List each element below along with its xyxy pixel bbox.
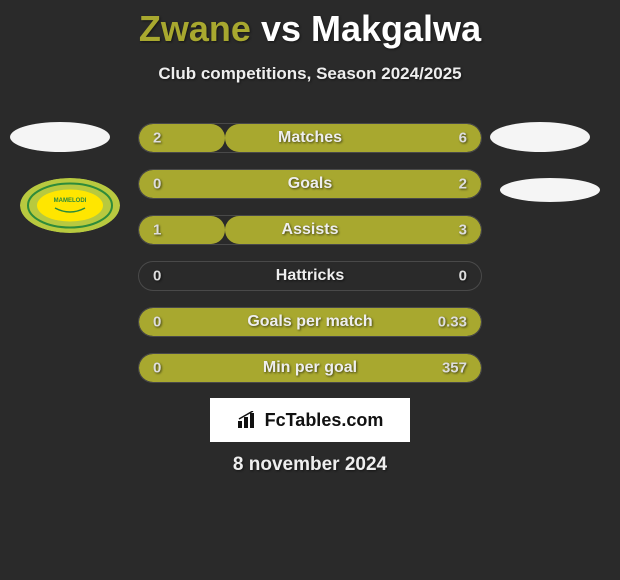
stat-row: 0 357 Min per goal xyxy=(138,353,482,383)
bar-value-left: 0 xyxy=(153,314,161,331)
chart-icon xyxy=(237,411,259,429)
fctables-label: FcTables.com xyxy=(265,410,384,431)
bar-value-left: 0 xyxy=(153,268,161,285)
stats-bars: 2 6 Matches 0 2 Goals 1 3 Assists 0 0 Hattricks 0 0.3… xyxy=(138,123,482,399)
date-label: 8 november 2024 xyxy=(233,454,387,476)
bar-fill-left xyxy=(139,124,225,152)
bar-value-left: 0 xyxy=(153,176,161,193)
bar-value-right: 3 xyxy=(459,222,467,239)
stat-row: 0 0 Hattricks xyxy=(138,261,482,291)
fctables-attribution[interactable]: FcTables.com xyxy=(210,398,410,442)
bar-label: Assists xyxy=(282,221,339,239)
bar-fill-right xyxy=(225,216,482,244)
bar-value-left: 0 xyxy=(153,360,161,377)
club-badge-svg: MAMELODI xyxy=(20,178,120,233)
bar-value-right: 0.33 xyxy=(438,314,467,331)
stat-row: 1 3 Assists xyxy=(138,215,482,245)
avatar-player2-club xyxy=(500,178,600,202)
avatar-player2 xyxy=(490,122,590,152)
title-player2: Makgalwa xyxy=(311,8,481,49)
bar-label: Goals xyxy=(288,175,332,193)
bar-value-right: 2 xyxy=(459,176,467,193)
bar-label: Matches xyxy=(278,129,342,147)
title-player1: Zwane xyxy=(139,8,251,49)
bar-label: Hattricks xyxy=(276,267,344,285)
club-badge-player1: MAMELODI xyxy=(20,178,120,233)
bar-value-right: 0 xyxy=(459,268,467,285)
stat-row: 2 6 Matches xyxy=(138,123,482,153)
title-vs: vs xyxy=(261,8,301,49)
bar-fill-right xyxy=(225,124,482,152)
bar-value-left: 1 xyxy=(153,222,161,239)
bar-value-right: 6 xyxy=(459,130,467,147)
bar-value-right: 357 xyxy=(442,360,467,377)
stat-row: 0 2 Goals xyxy=(138,169,482,199)
subtitle: Club competitions, Season 2024/2025 xyxy=(0,64,620,84)
bar-label: Min per goal xyxy=(263,359,357,377)
bar-label: Goals per match xyxy=(247,313,372,331)
bar-value-left: 2 xyxy=(153,130,161,147)
club-badge-inner: MAMELODI xyxy=(20,178,120,233)
avatar-player1 xyxy=(10,122,110,152)
bar-fill-left xyxy=(139,216,225,244)
comparison-title: Zwane vs Makgalwa xyxy=(0,0,620,50)
stat-row: 0 0.33 Goals per match xyxy=(138,307,482,337)
svg-text:MAMELODI: MAMELODI xyxy=(54,198,87,204)
